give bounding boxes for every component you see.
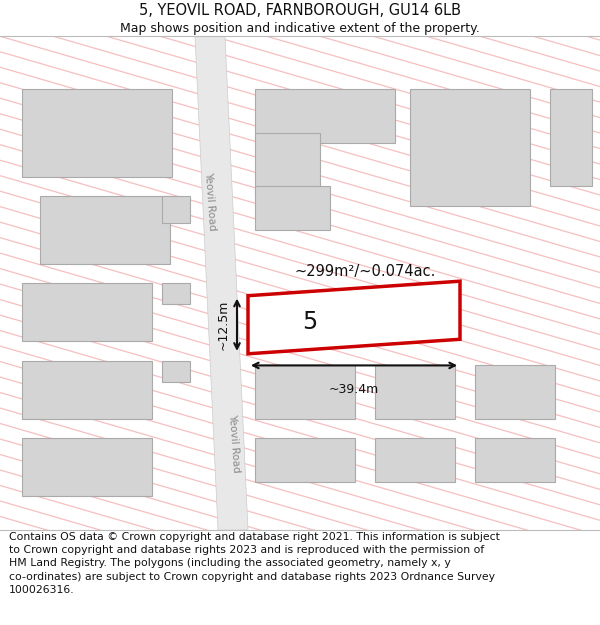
Bar xyxy=(255,186,330,230)
Bar xyxy=(375,366,455,419)
Bar xyxy=(22,283,152,341)
Bar xyxy=(255,133,320,196)
Text: Yeovil Road: Yeovil Road xyxy=(227,413,241,472)
Bar xyxy=(162,361,190,382)
Polygon shape xyxy=(195,36,248,530)
Bar xyxy=(22,361,152,419)
Bar xyxy=(475,366,555,419)
Text: 5, YEOVIL ROAD, FARNBOROUGH, GU14 6LB: 5, YEOVIL ROAD, FARNBOROUGH, GU14 6LB xyxy=(139,2,461,18)
Bar xyxy=(255,366,355,419)
Text: ~12.5m: ~12.5m xyxy=(217,299,230,350)
Bar xyxy=(162,196,190,223)
Bar xyxy=(40,196,170,264)
Text: Map shows position and indicative extent of the property.: Map shows position and indicative extent… xyxy=(120,22,480,35)
Text: Contains OS data © Crown copyright and database right 2021. This information is : Contains OS data © Crown copyright and d… xyxy=(9,532,500,595)
Bar xyxy=(255,89,395,142)
Text: ~39.4m: ~39.4m xyxy=(329,383,379,396)
Bar xyxy=(22,89,172,177)
Bar xyxy=(550,89,592,186)
Text: 5: 5 xyxy=(302,310,317,334)
Bar xyxy=(255,438,355,482)
Polygon shape xyxy=(248,281,460,354)
Bar xyxy=(410,89,530,206)
Bar xyxy=(162,283,190,304)
Text: Yeovil Road: Yeovil Road xyxy=(203,171,217,231)
Text: ~299m²/~0.074ac.: ~299m²/~0.074ac. xyxy=(295,264,436,279)
Bar xyxy=(475,438,555,482)
Bar xyxy=(375,438,455,482)
Bar xyxy=(22,438,152,496)
